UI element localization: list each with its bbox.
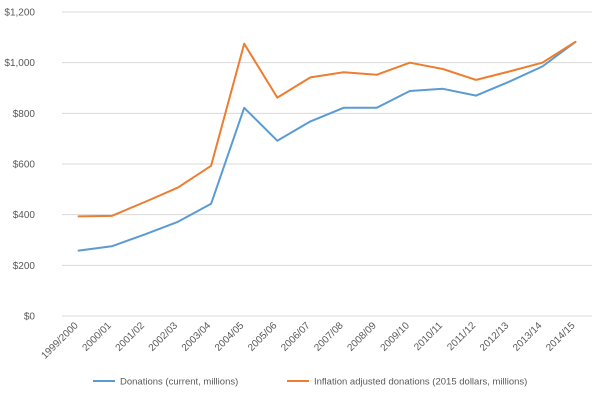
- x-tick-label: 2010/11: [412, 320, 445, 353]
- y-tick-label: $1,000: [4, 58, 35, 69]
- x-tick-label: 2005/06: [246, 320, 280, 354]
- x-tick-label: 2014/15: [544, 320, 578, 354]
- x-tick-label: 2001/02: [114, 320, 148, 354]
- x-tick-label: 2009/10: [379, 320, 413, 354]
- x-tick-label: 2013/14: [511, 320, 545, 354]
- y-axis-tick-labels: $0 $200 $400 $600 $800 $1,000 $1,200: [4, 8, 35, 323]
- x-tick-label: 2011/12: [445, 320, 478, 353]
- y-tick-label: $600: [13, 160, 36, 171]
- series-line-1: [77, 40, 577, 252]
- x-axis-tick-labels: 1999/2000 2000/01 2001/02 2002/03 2003/04 200…: [39, 320, 577, 362]
- x-tick-label: 2012/13: [478, 320, 512, 354]
- x-tick-label: 1999/2000: [39, 320, 81, 362]
- y-tick-label: $1,200: [4, 8, 35, 19]
- y-tick-label: $800: [13, 109, 36, 120]
- x-tick-label: 2000/01: [80, 320, 114, 354]
- legend-label-2: Inflation adjusted donations (2015 dolla…: [314, 377, 527, 388]
- y-tick-label: $200: [13, 261, 36, 272]
- x-tick-label: 2004/05: [213, 320, 247, 354]
- x-tick-label: 2007/08: [312, 320, 346, 354]
- legend-label-1: Donations (current, millions): [120, 377, 238, 388]
- series-line-2: [77, 40, 577, 218]
- legend: Donations (current, millions) Inflation a…: [93, 377, 527, 388]
- y-tick-label: $0: [24, 312, 36, 323]
- x-tick-label: 2008/09: [345, 320, 379, 354]
- series-lines: [77, 40, 577, 252]
- y-tick-label: $400: [13, 210, 36, 221]
- gridlines: [62, 11, 592, 317]
- x-tick-label: 2002/03: [147, 320, 181, 354]
- x-tick-label: 2003/04: [180, 320, 214, 354]
- x-tick-label: 2006/07: [279, 320, 313, 354]
